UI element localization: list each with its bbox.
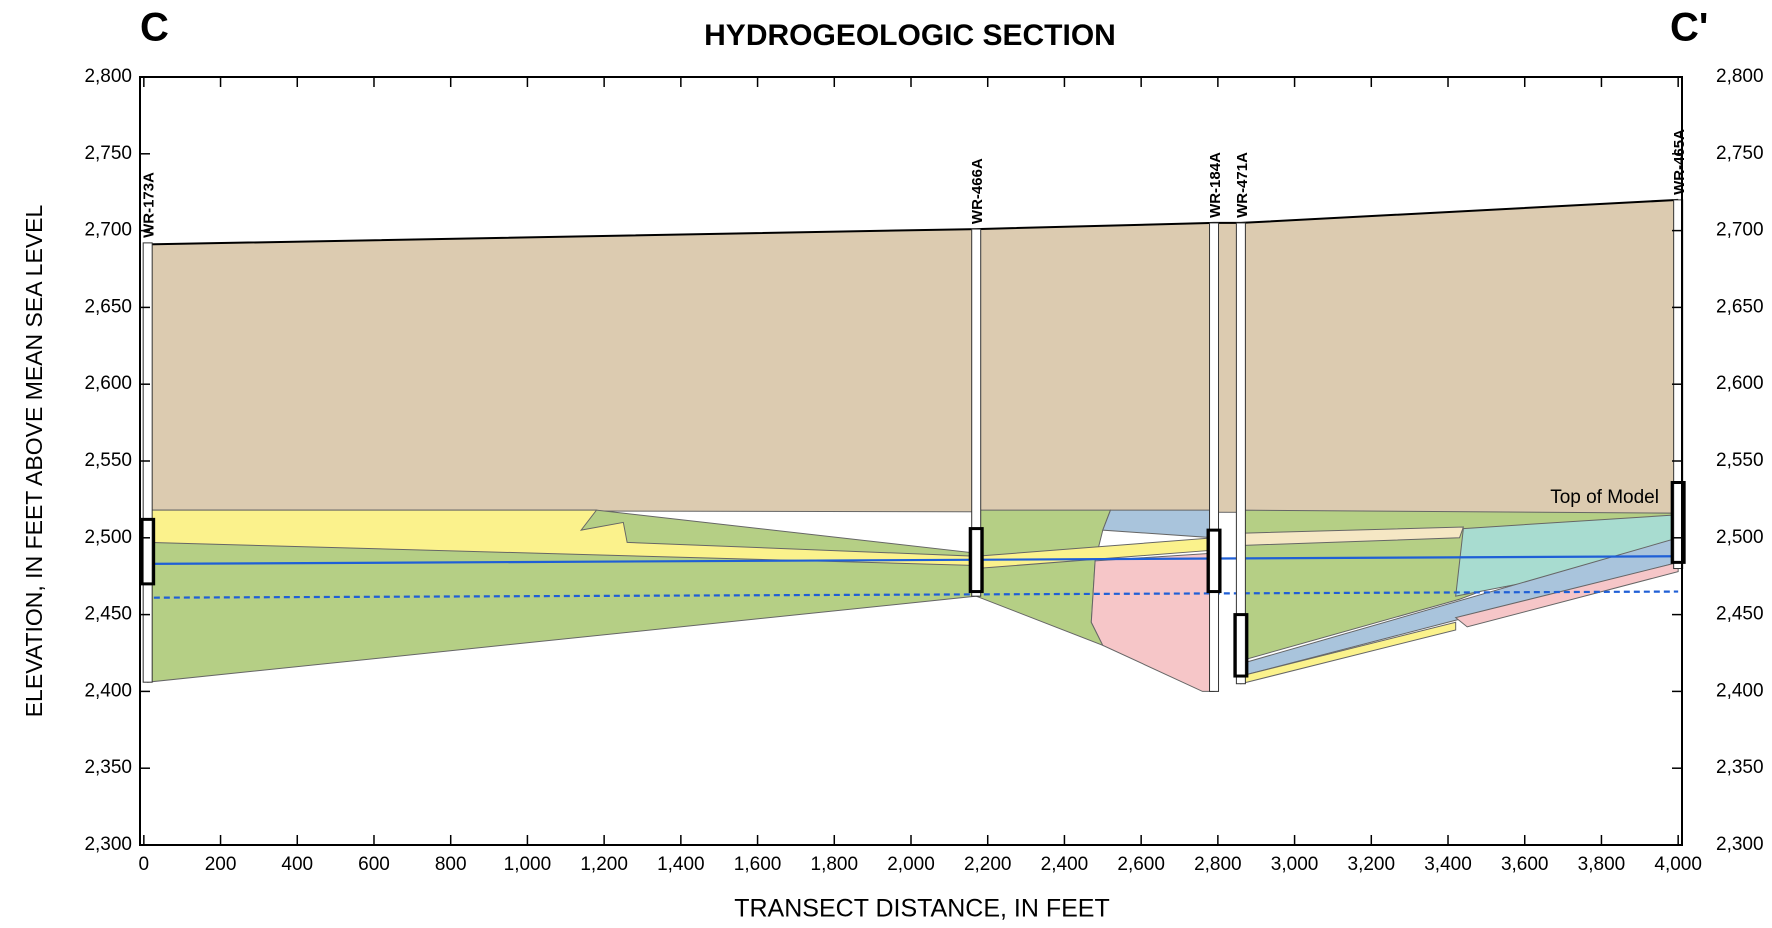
hydrogeologic-unit bbox=[975, 509, 1112, 647]
annotation: Top of Model bbox=[1550, 487, 1659, 508]
y-tick-label-right: 2,700 bbox=[1716, 220, 1764, 241]
hydrogeologic-unit bbox=[147, 199, 1679, 514]
y-tick-label: 2,750 bbox=[84, 143, 132, 164]
hydrogeologic-unit bbox=[147, 509, 977, 566]
y-tick-label-right: 2,600 bbox=[1716, 373, 1764, 394]
y-tick-label: 2,400 bbox=[84, 680, 132, 701]
x-tick-label: 2,000 bbox=[887, 854, 935, 875]
well-name: WR-466A bbox=[969, 158, 986, 224]
well-screen bbox=[1206, 528, 1222, 594]
x-tick-label: 3,800 bbox=[1578, 854, 1626, 875]
y-tick-label-right: 2,400 bbox=[1716, 680, 1764, 701]
hydrogeologic-unit bbox=[1454, 561, 1679, 628]
well-screen bbox=[1670, 481, 1686, 564]
y-tick-label-right: 2,450 bbox=[1716, 604, 1764, 625]
x-tick-label: 2,400 bbox=[1041, 854, 1089, 875]
x-tick-label: 2,600 bbox=[1117, 854, 1165, 875]
well-screen bbox=[140, 517, 156, 586]
y-tick-label-right: 2,550 bbox=[1716, 450, 1764, 471]
x-tick-label: 2,800 bbox=[1194, 854, 1242, 875]
y-tick-label: 2,300 bbox=[84, 834, 132, 855]
x-tick-label: 4,000 bbox=[1654, 854, 1702, 875]
x-tick-label: 1,800 bbox=[811, 854, 859, 875]
x-tick-label: 400 bbox=[281, 854, 313, 875]
x-tick-label: 1,400 bbox=[657, 854, 705, 875]
x-tick-label: 1,200 bbox=[580, 854, 628, 875]
y-tick-label: 2,450 bbox=[84, 604, 132, 625]
x-tick-label: 600 bbox=[358, 854, 390, 875]
water-level bbox=[143, 590, 1679, 599]
y-tick-label: 2,350 bbox=[84, 757, 132, 778]
well-screen bbox=[1233, 613, 1249, 678]
hydrogeologic-unit bbox=[1090, 552, 1215, 692]
y-axis-label: ELEVATION, IN FEET ABOVE MEAN SEA LEVEL bbox=[21, 205, 47, 718]
well-name: WR-173A bbox=[141, 172, 158, 238]
x-tick-label: 2,200 bbox=[964, 854, 1012, 875]
section-start-label: C bbox=[140, 6, 169, 50]
x-tick-label: 1,000 bbox=[504, 854, 552, 875]
y-tick-label-right: 2,350 bbox=[1716, 757, 1764, 778]
y-tick-label: 2,500 bbox=[84, 527, 132, 548]
well-name: WR-465A bbox=[1671, 129, 1688, 195]
water-level bbox=[143, 555, 1679, 566]
well-casing bbox=[1235, 222, 1246, 685]
y-tick-label: 2,700 bbox=[84, 220, 132, 241]
well-name: WR-184A bbox=[1207, 152, 1224, 218]
x-axis-label: TRANSECT DISTANCE, IN FEET bbox=[734, 895, 1110, 923]
well-casing bbox=[142, 242, 153, 683]
x-tick-label: 3,600 bbox=[1501, 854, 1549, 875]
x-tick-label: 200 bbox=[205, 854, 237, 875]
chart-title: HYDROGEOLOGIC SECTION bbox=[704, 19, 1116, 52]
y-tick-label-right: 2,500 bbox=[1716, 527, 1764, 548]
x-tick-label: 800 bbox=[435, 854, 467, 875]
x-tick-label: 3,000 bbox=[1271, 854, 1319, 875]
section-end-label: C' bbox=[1670, 6, 1708, 50]
well-casing bbox=[1209, 222, 1220, 692]
x-tick-label: 3,200 bbox=[1348, 854, 1396, 875]
y-tick-label: 2,600 bbox=[84, 373, 132, 394]
well-casing bbox=[971, 228, 982, 597]
y-tick-label-right: 2,650 bbox=[1716, 296, 1764, 317]
well-name: WR-471A bbox=[1234, 152, 1251, 218]
hydrogeologic-unit bbox=[1102, 509, 1215, 539]
y-tick-label: 2,800 bbox=[84, 66, 132, 87]
y-tick-label-right: 2,750 bbox=[1716, 143, 1764, 164]
plot-area: WR-173A WR-466A WR-184A WR-471A WR-465A Top o… bbox=[84, 66, 1763, 875]
x-tick-label: 1,600 bbox=[734, 854, 782, 875]
y-tick-label-right: 2,300 bbox=[1716, 834, 1764, 855]
x-tick-label: 0 bbox=[139, 854, 150, 875]
y-tick-label-right: 2,800 bbox=[1716, 66, 1764, 87]
well-screen bbox=[968, 527, 984, 594]
x-tick-label: 3,400 bbox=[1424, 854, 1472, 875]
y-tick-label: 2,550 bbox=[84, 450, 132, 471]
y-tick-label: 2,650 bbox=[84, 296, 132, 317]
